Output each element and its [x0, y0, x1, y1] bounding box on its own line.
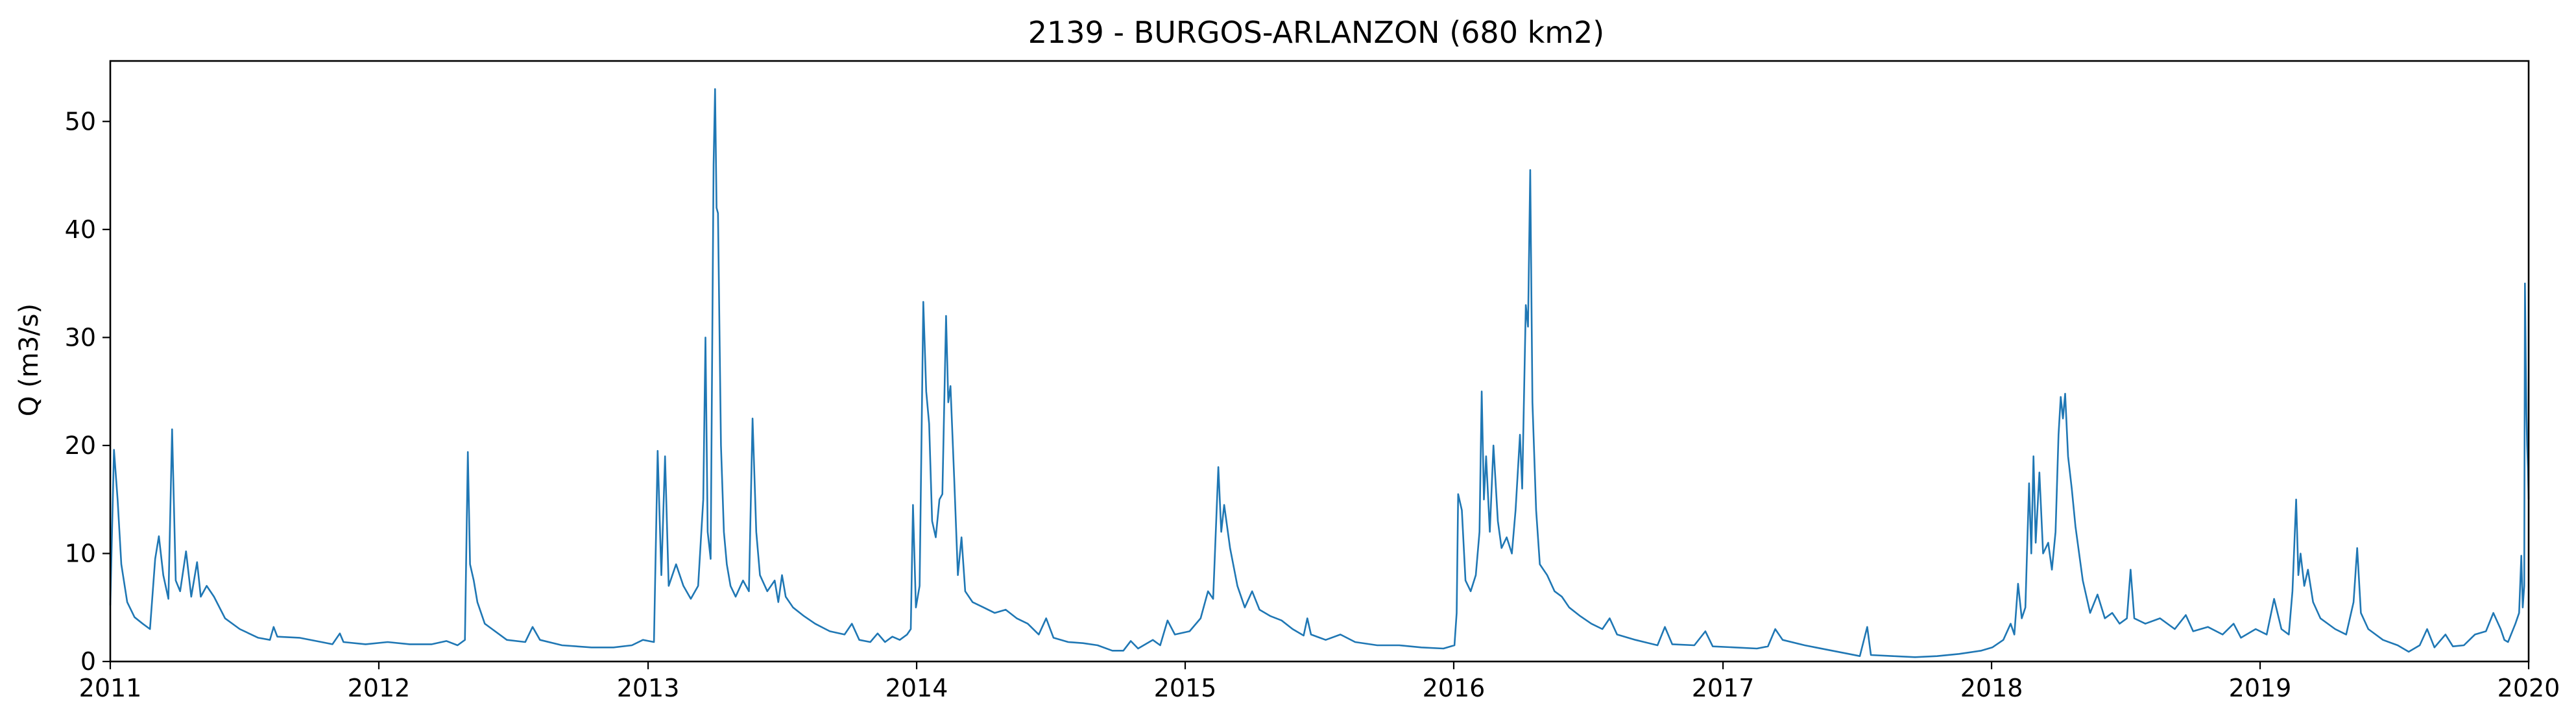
- y-tick-label: 10: [65, 539, 96, 567]
- discharge-series-line: [109, 88, 2530, 658]
- x-tick-label: 2014: [885, 674, 948, 702]
- y-tick-label: 40: [65, 215, 96, 244]
- x-tick-label: 2017: [1692, 674, 1755, 702]
- series-layer: [109, 88, 2530, 658]
- plot-frame: [109, 60, 2530, 663]
- y-tick-label: 50: [65, 107, 96, 136]
- x-tick-label: 2012: [348, 674, 411, 702]
- y-tick-label: 0: [80, 647, 96, 676]
- y-tick-label: 20: [65, 431, 96, 460]
- x-tick-label: 2018: [1960, 674, 2023, 702]
- ticks-layer: 2011 2012 2013 2014 2015 2016 2017 2018 2019 2020…: [65, 107, 2560, 702]
- y-tick-label: 30: [65, 323, 96, 352]
- y-axis-label: Q (m3/s): [14, 304, 44, 416]
- x-tick-label: 2013: [617, 674, 680, 702]
- x-tick-label: 2015: [1154, 674, 1217, 702]
- x-tick-label: 2019: [2229, 674, 2292, 702]
- chart-title: 2139 - BURGOS-ARLANZON (680 km2): [1028, 15, 1605, 50]
- x-tick-label: 2020: [2498, 674, 2560, 702]
- x-tick-label: 2011: [79, 674, 142, 702]
- x-tick-label: 2016: [1423, 674, 1486, 702]
